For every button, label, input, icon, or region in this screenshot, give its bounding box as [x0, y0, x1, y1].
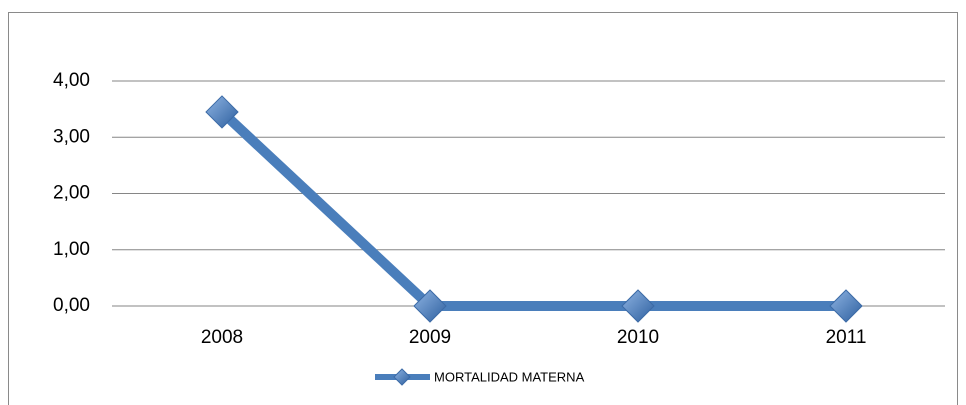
x-tick-label: 2010	[617, 327, 659, 348]
point-marker	[621, 289, 655, 323]
x-tick-label: 2009	[409, 327, 451, 348]
point-marker	[205, 95, 239, 129]
y-tick-label: 0,00	[53, 295, 90, 316]
chart-frame	[8, 12, 958, 405]
y-tick-label: 4,00	[53, 70, 90, 91]
point-marker	[413, 289, 447, 323]
point-marker	[829, 289, 863, 323]
legend-label: MORTALIDAD MATERNA	[434, 369, 585, 384]
x-tick-label: 2011	[826, 327, 867, 348]
legend-marker	[393, 368, 411, 386]
x-tick-label: 2008	[201, 327, 243, 348]
y-tick-label: 1,00	[53, 239, 90, 260]
y-tick-label: 3,00	[53, 126, 90, 147]
y-tick-label: 2,00	[53, 183, 90, 204]
series-line	[218, 108, 846, 311]
